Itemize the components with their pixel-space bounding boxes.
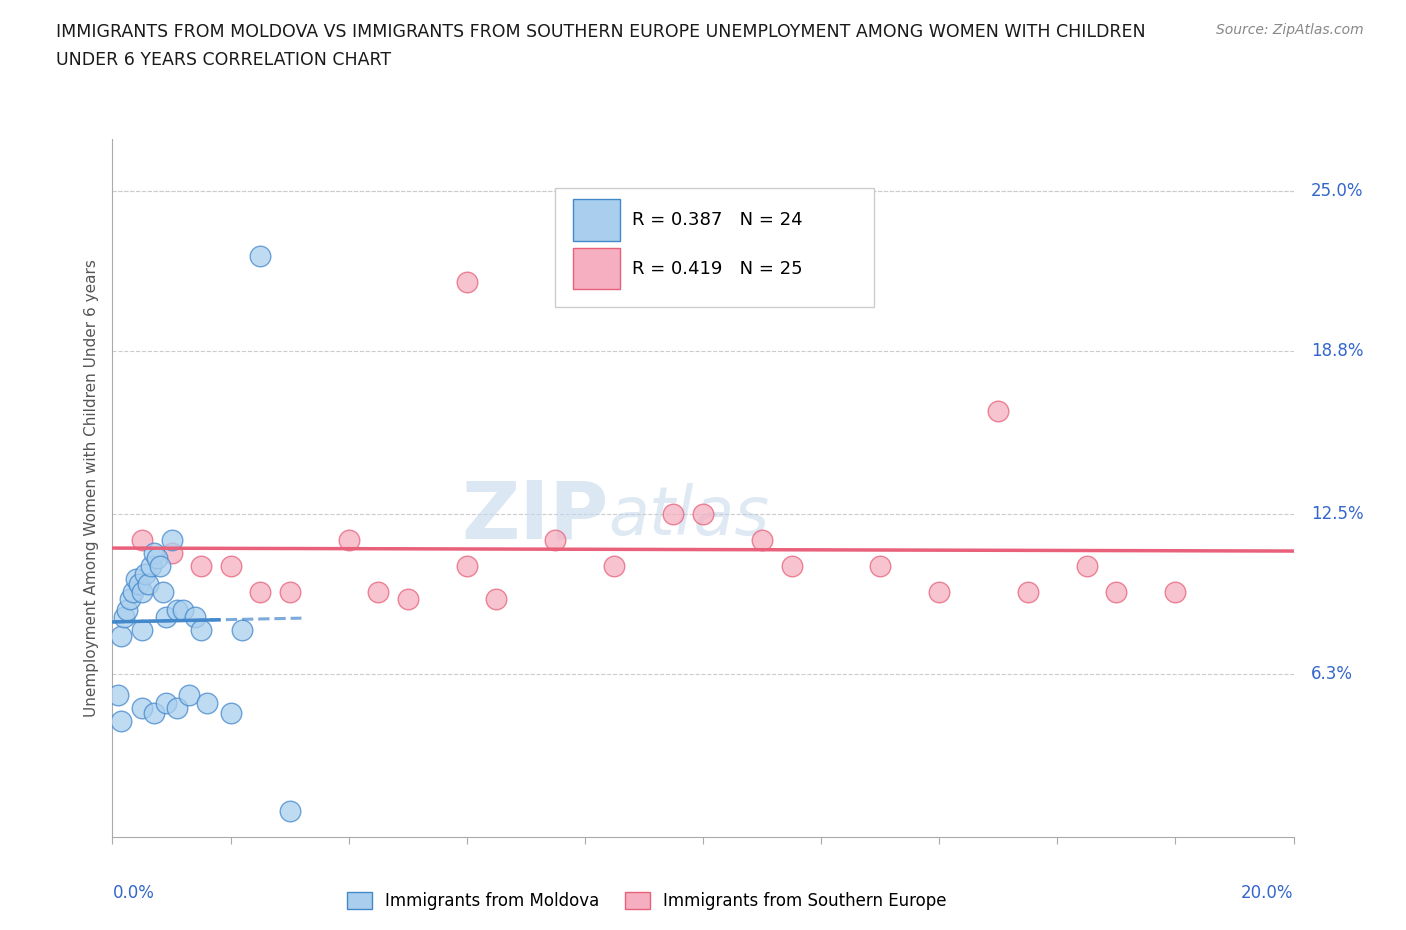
- Point: [278, 804, 301, 818]
- Point: [117, 603, 138, 618]
- Point: [179, 687, 201, 702]
- Y-axis label: Unemployment Among Women with Children Under 6 years: Unemployment Among Women with Children U…: [83, 259, 98, 717]
- Point: [128, 577, 150, 591]
- Point: [219, 558, 242, 573]
- Point: [107, 687, 129, 702]
- Text: R = 0.419   N = 25: R = 0.419 N = 25: [633, 259, 803, 277]
- Bar: [574, 247, 620, 289]
- Point: [190, 558, 212, 573]
- Text: R = 0.387   N = 24: R = 0.387 N = 24: [633, 211, 803, 229]
- Point: [131, 700, 153, 715]
- Point: [231, 623, 253, 638]
- Text: 0.0%: 0.0%: [112, 884, 155, 901]
- Point: [125, 571, 148, 586]
- Point: [869, 558, 891, 573]
- Text: atlas: atlas: [609, 484, 769, 549]
- Point: [172, 603, 194, 618]
- Point: [166, 603, 188, 618]
- Point: [1017, 584, 1039, 599]
- Point: [190, 623, 212, 638]
- Point: [396, 591, 419, 606]
- Point: [1076, 558, 1098, 573]
- Point: [485, 591, 508, 606]
- Point: [160, 533, 183, 548]
- Point: [142, 545, 165, 560]
- Point: [166, 700, 188, 715]
- Bar: [555, 188, 875, 307]
- Text: UNDER 6 YEARS CORRELATION CHART: UNDER 6 YEARS CORRELATION CHART: [56, 51, 391, 69]
- Point: [184, 610, 207, 625]
- Text: 20.0%: 20.0%: [1241, 884, 1294, 901]
- Point: [146, 551, 169, 565]
- Point: [987, 404, 1010, 418]
- Point: [456, 558, 478, 573]
- Point: [131, 584, 153, 599]
- Point: [1105, 584, 1128, 599]
- Point: [751, 533, 773, 548]
- Point: [110, 713, 132, 728]
- Point: [131, 533, 153, 548]
- Text: 18.8%: 18.8%: [1312, 342, 1364, 360]
- Text: IMMIGRANTS FROM MOLDOVA VS IMMIGRANTS FROM SOUTHERN EUROPE UNEMPLOYMENT AMONG WO: IMMIGRANTS FROM MOLDOVA VS IMMIGRANTS FR…: [56, 23, 1146, 41]
- Point: [278, 584, 301, 599]
- Point: [160, 545, 183, 560]
- Text: 12.5%: 12.5%: [1312, 505, 1364, 523]
- Point: [544, 533, 567, 548]
- Point: [219, 706, 242, 721]
- Point: [139, 558, 162, 573]
- Text: 6.3%: 6.3%: [1312, 665, 1353, 684]
- Point: [134, 566, 156, 581]
- Point: [1164, 584, 1187, 599]
- Point: [136, 577, 159, 591]
- Point: [367, 584, 389, 599]
- Text: Source: ZipAtlas.com: Source: ZipAtlas.com: [1216, 23, 1364, 37]
- Bar: [574, 199, 620, 241]
- Legend: Immigrants from Moldova, Immigrants from Southern Europe: Immigrants from Moldova, Immigrants from…: [340, 885, 953, 917]
- Point: [112, 610, 135, 625]
- Point: [249, 584, 271, 599]
- Point: [110, 628, 132, 643]
- Point: [692, 507, 714, 522]
- Point: [662, 507, 685, 522]
- Point: [155, 696, 177, 711]
- Point: [120, 591, 142, 606]
- Point: [780, 558, 803, 573]
- Point: [195, 696, 218, 711]
- Point: [337, 533, 360, 548]
- Point: [142, 706, 165, 721]
- Point: [155, 610, 177, 625]
- Text: ZIP: ZIP: [461, 477, 609, 555]
- Point: [131, 623, 153, 638]
- Point: [122, 584, 145, 599]
- Point: [249, 248, 271, 263]
- Point: [456, 274, 478, 289]
- Point: [152, 584, 174, 599]
- Point: [928, 584, 950, 599]
- Point: [149, 558, 172, 573]
- Text: 25.0%: 25.0%: [1312, 182, 1364, 200]
- Point: [603, 558, 626, 573]
